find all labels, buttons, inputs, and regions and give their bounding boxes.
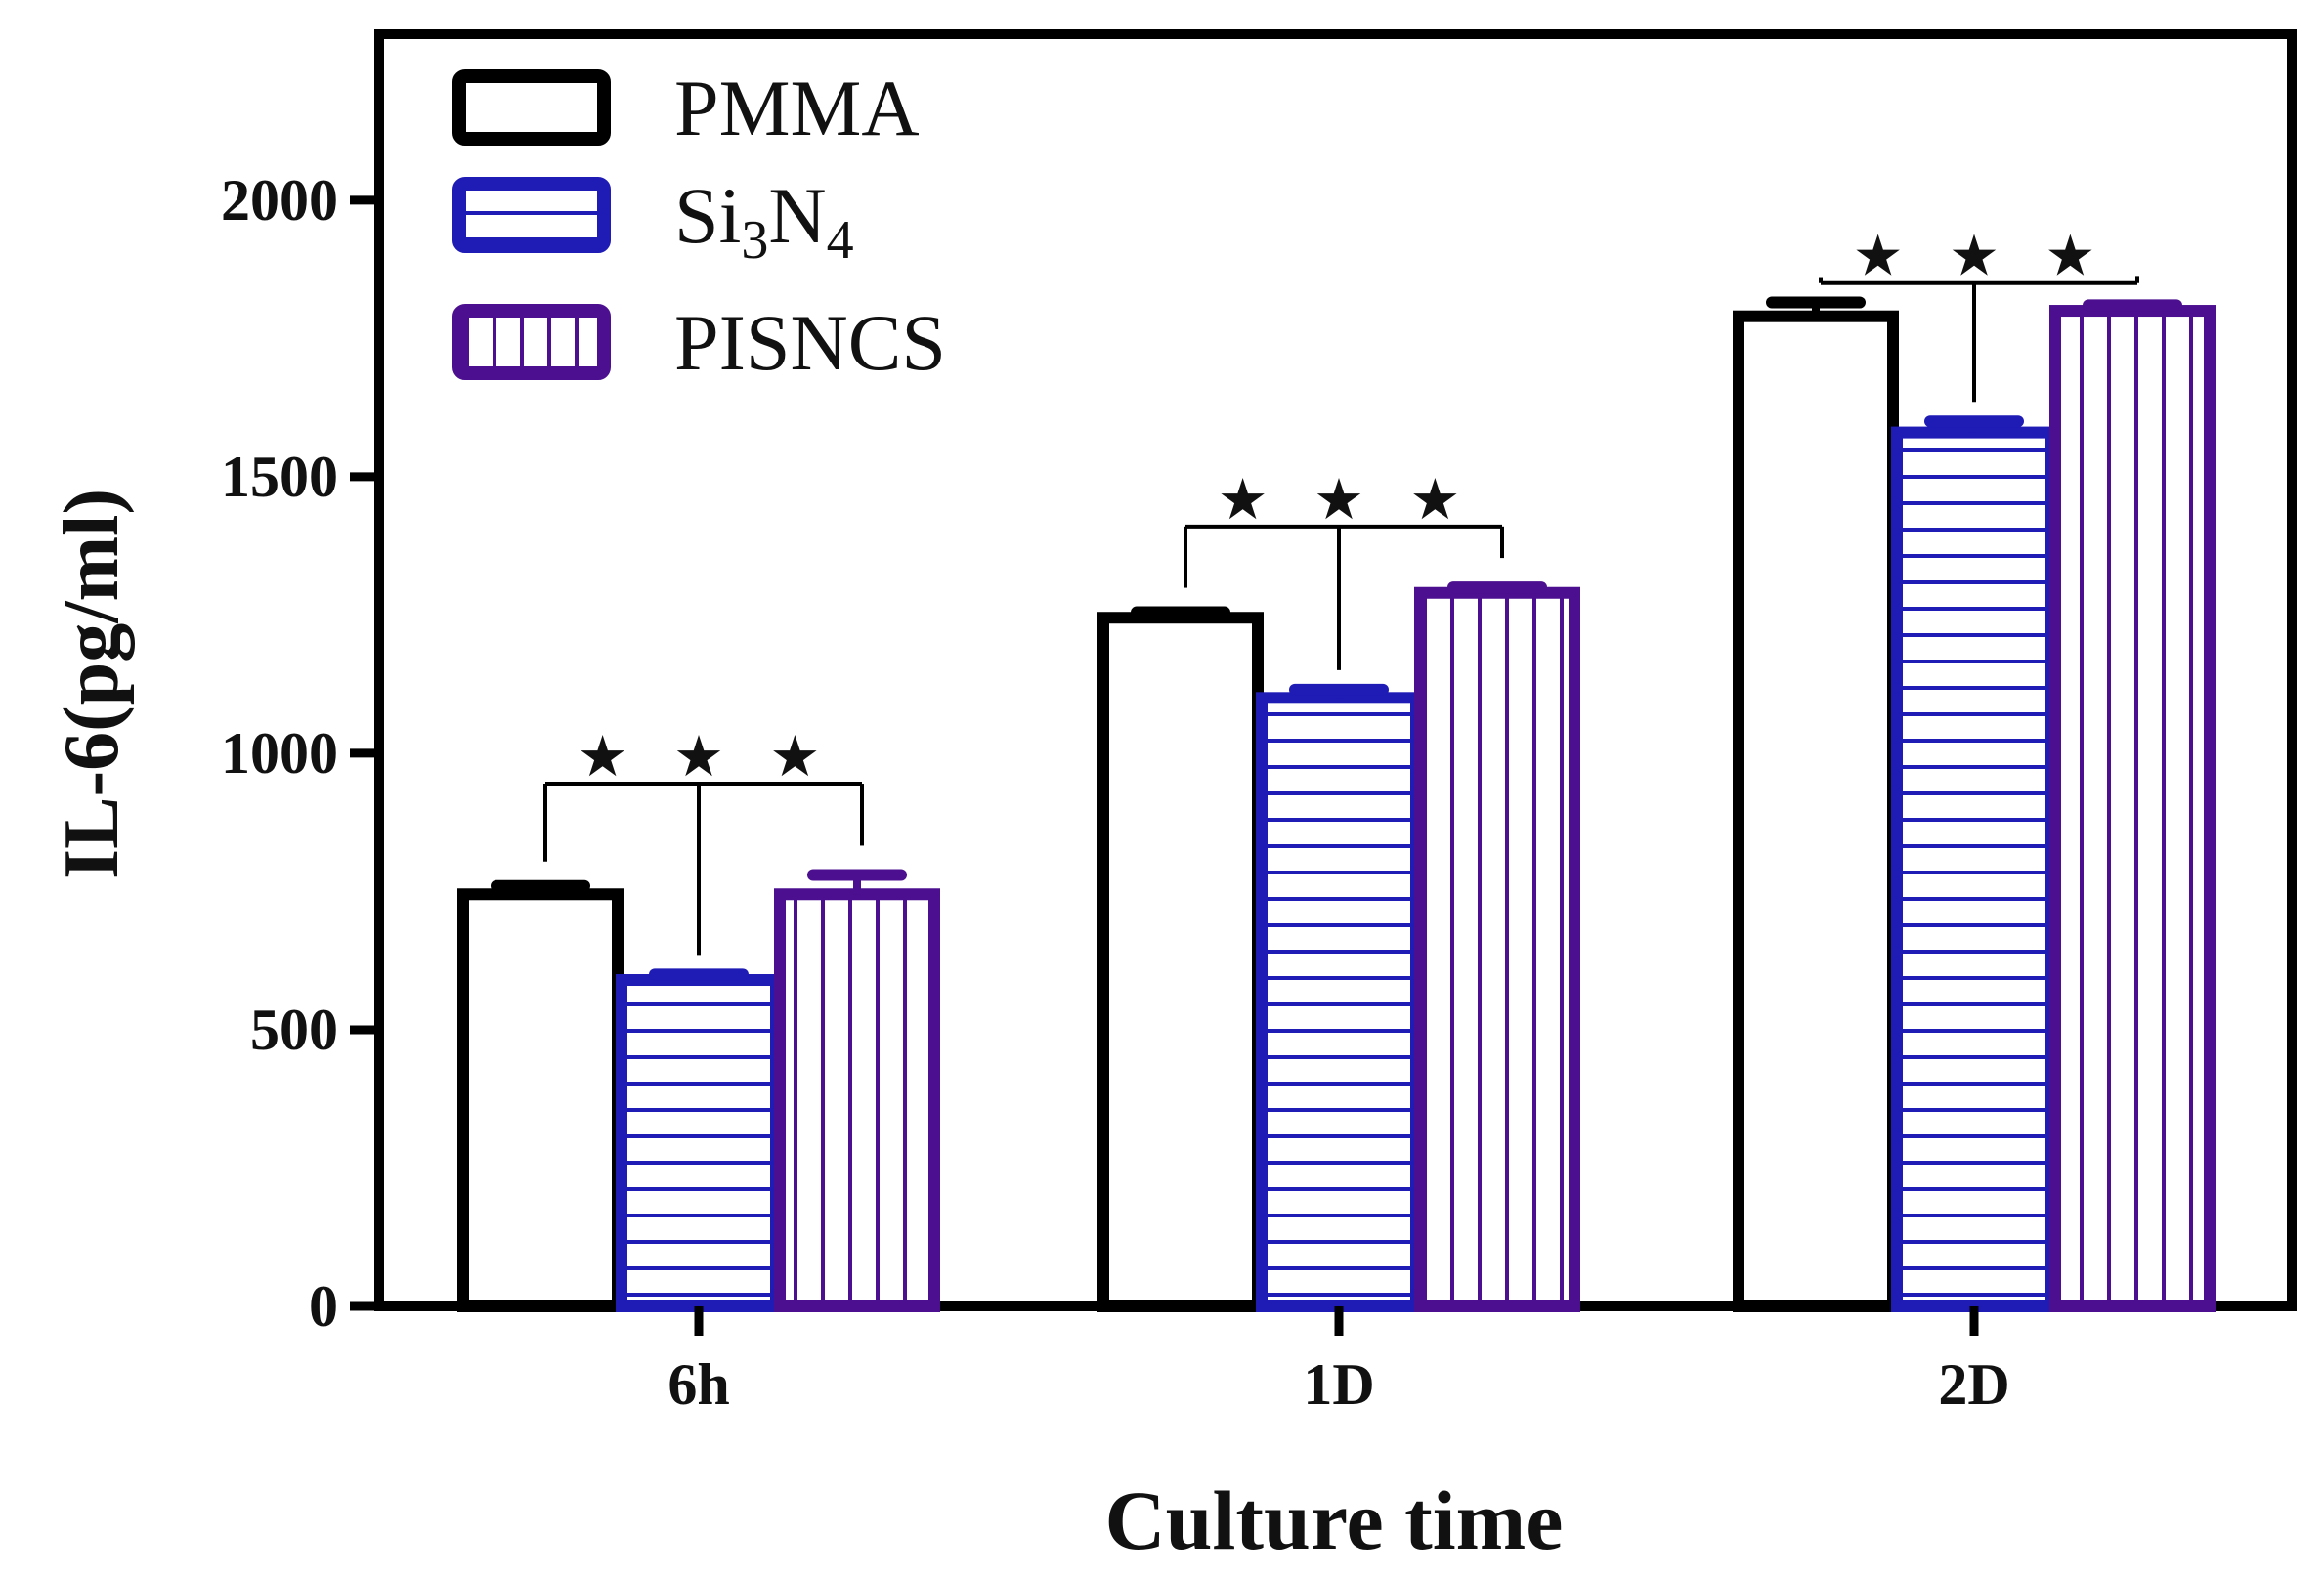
bar-si3n4-1d <box>1256 692 1422 1312</box>
legend-swatch-pmma <box>452 69 611 146</box>
axes-layer: 0 500 1000 1500 2000 6h 1D 2D <box>221 168 2010 1417</box>
bar-pmma-2d <box>1733 310 1899 1312</box>
x-axis-title: Culture time <box>1105 1473 1564 1567</box>
x-tick-label: 6h <box>667 1352 729 1417</box>
y-tick-label: 500 <box>250 998 338 1062</box>
legend-label-si3n4: Si3N4 <box>674 171 854 271</box>
legend-label-pisncs: PISNCS <box>674 298 946 387</box>
legend: PMMA Si3N4 PISNCS <box>452 64 946 387</box>
bar-pisncs-6h <box>774 888 940 1312</box>
bar-pisncs-1d <box>1414 586 1580 1312</box>
y-tick-label: 1500 <box>221 445 338 509</box>
y-tick-label: 2000 <box>221 168 338 233</box>
x-tick-label: 2D <box>1938 1352 2009 1417</box>
x-tick-label: 1D <box>1303 1352 1374 1417</box>
y-axis-title: IL-6(pg/ml) <box>49 489 135 879</box>
bar-si3n4-2d <box>1891 426 2057 1313</box>
significance-layer: ★ ★ ★ ★ ★ ★ ★ ★ ★ <box>543 223 2139 956</box>
significance-stars: ★ ★ ★ <box>1218 466 1475 533</box>
y-tick-label: 1000 <box>221 721 338 786</box>
bar-pmma-6h <box>457 888 624 1312</box>
significance-stars: ★ ★ ★ <box>1853 223 2110 289</box>
significance-stars: ★ ★ ★ <box>578 723 835 789</box>
legend-swatch-pisncs <box>452 304 611 380</box>
error-bars-layer <box>491 296 2182 981</box>
bar-si3n4-6h <box>616 974 782 1312</box>
y-tick-label: 0 <box>309 1274 338 1339</box>
bar-pisncs-2d <box>2049 305 2216 1313</box>
legend-swatch-si3n4 <box>452 177 611 253</box>
bars-layer <box>457 305 2216 1313</box>
legend-label-pmma: PMMA <box>674 64 920 152</box>
bar-pmma-1d <box>1097 612 1264 1312</box>
